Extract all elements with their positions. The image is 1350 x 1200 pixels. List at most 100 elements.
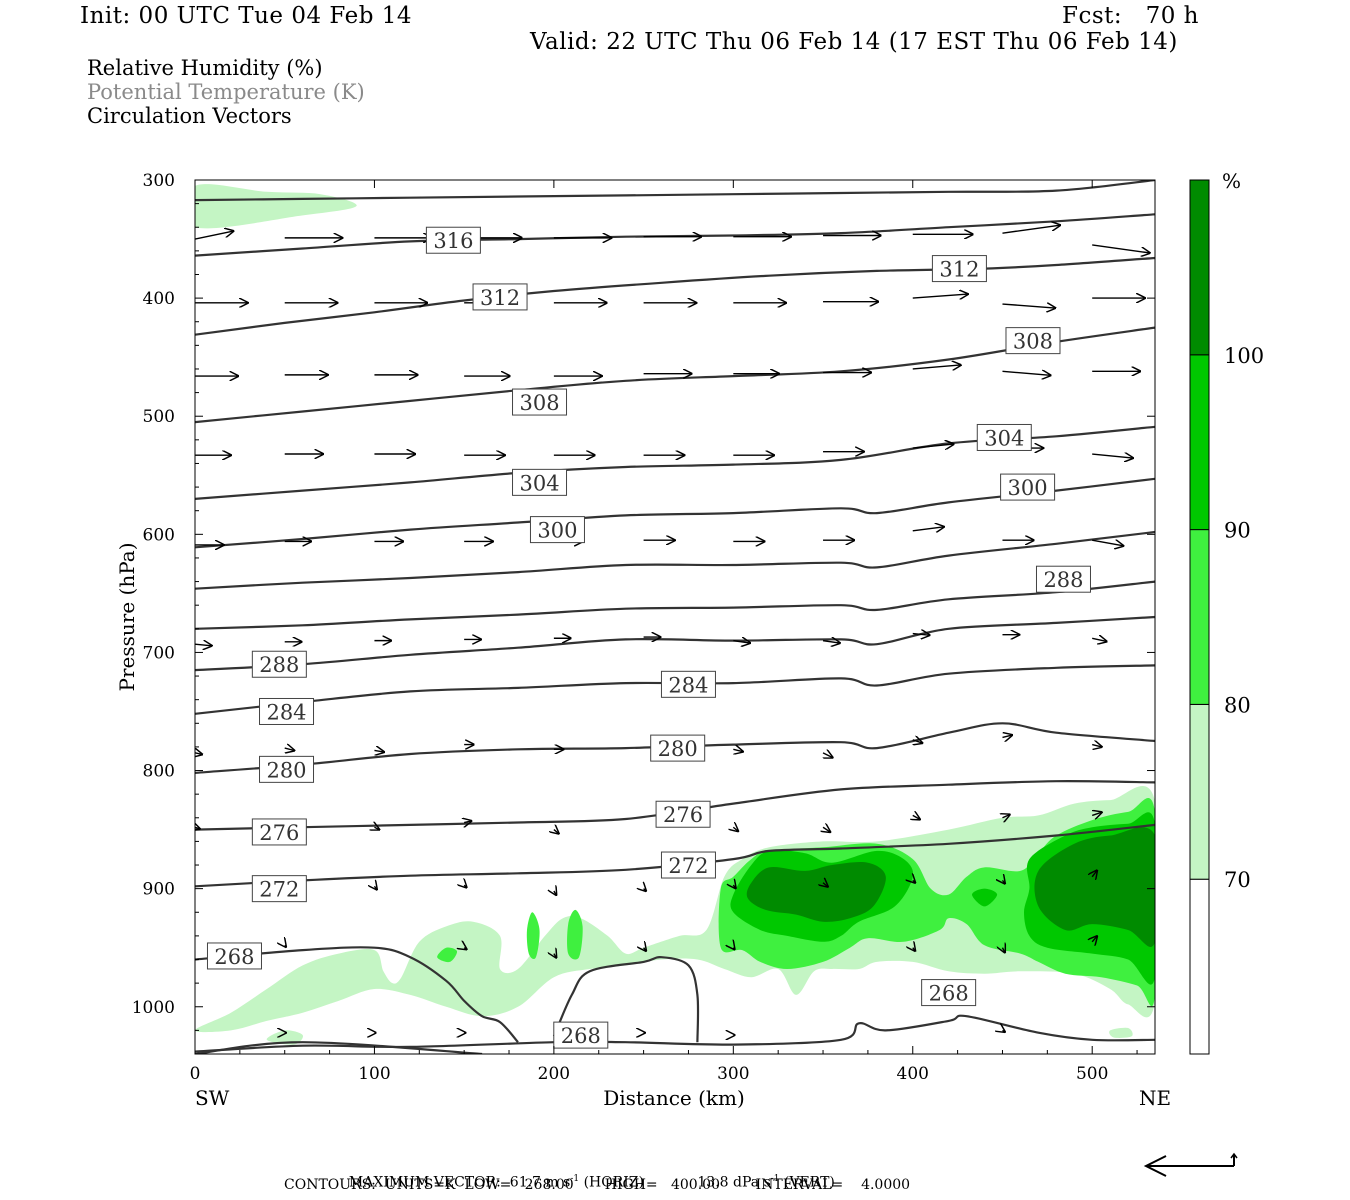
contour-label: 272: [251, 875, 307, 903]
rh-region-70: [1109, 1027, 1133, 1038]
theta-contour-272: [195, 823, 1155, 888]
circulation-vector: [1002, 815, 1009, 818]
rh-region-70: [195, 184, 357, 229]
contour-label: 276: [251, 818, 307, 846]
theta-contour-268: [195, 1014, 1155, 1053]
circulation-vector: [1092, 540, 1123, 546]
contour-label-text: 316: [433, 229, 473, 253]
colorbar-label: 90: [1224, 519, 1251, 543]
theta-contour-292: [195, 580, 1155, 630]
theta-contour-280: [195, 722, 1155, 774]
y-tick-label: 900: [143, 880, 175, 900]
contour-label-text: 288: [1043, 568, 1083, 592]
contour-label: 288: [251, 650, 307, 678]
contour-label-text: 300: [1008, 476, 1048, 500]
theta-contour-316: [195, 213, 1155, 257]
circulation-vector: [1092, 638, 1106, 641]
contour-label-box: [1000, 473, 1056, 501]
x-tick-label: 400: [897, 1064, 929, 1084]
max-horizontal-suffix: (HORIZ): [579, 1174, 644, 1191]
contour-label-box: [553, 1021, 609, 1049]
reference-vector-icon: [1143, 1152, 1238, 1177]
y-tick-label: 700: [143, 643, 175, 663]
circulation-vector: [464, 821, 471, 823]
contour-label-text: 268: [929, 982, 969, 1006]
colorbar-segment: [1189, 878, 1210, 1055]
rh-region-80: [526, 912, 540, 960]
circulation-vector: [823, 883, 828, 887]
rh-region-90: [972, 888, 998, 907]
circulation-vector: [285, 945, 286, 947]
contour-label-box: [660, 851, 716, 879]
x-tick-label: 500: [1076, 1064, 1108, 1084]
colorbar-label: 70: [1224, 868, 1251, 892]
valid-time: Valid: 22 UTC Thu 06 Feb 14 (17 EST Thu …: [530, 29, 1178, 55]
x-tick-label: 300: [717, 1064, 749, 1084]
theta-contour-296: [195, 530, 1155, 590]
contour-label-text: 268: [214, 945, 254, 969]
contour-label: 268: [553, 1021, 609, 1049]
circulation-vector: [913, 948, 915, 951]
circulation-vector: [1002, 1030, 1004, 1032]
contour-label: 308: [1005, 327, 1061, 355]
contour-label: 300: [1000, 473, 1056, 501]
contour-label: 276: [655, 800, 711, 828]
colorbar-label: 100: [1224, 344, 1264, 368]
contour-label-text: 272: [259, 878, 299, 902]
theta-contour-312: [195, 256, 1155, 336]
max-horizontal-value: 61.7 m s: [509, 1174, 571, 1191]
contour-label: 280: [650, 734, 706, 762]
colorbar-segment: [1189, 703, 1210, 880]
contour-label-box: [931, 255, 987, 283]
circulation-vector: [195, 753, 202, 755]
contour-label-box: [660, 670, 716, 698]
circulation-vector: [374, 886, 376, 889]
contour-label-box: [206, 942, 262, 970]
circulation-vector: [1002, 225, 1060, 234]
contour-label-box: [529, 516, 585, 544]
circulation-vector: [1002, 304, 1055, 308]
contour-label-text: 284: [668, 673, 708, 697]
contour-label-text: 304: [519, 471, 559, 495]
x-tick-label: 0: [190, 1064, 201, 1084]
contour-label-box: [921, 979, 977, 1007]
contour-label-box: [512, 468, 568, 496]
contour-label-text: 308: [519, 391, 559, 415]
max-vector-line: MAXIMUM VECTOR: 61.7 m s-1 (HORIZ) 13.8 …: [340, 1158, 835, 1191]
circulation-vector: [1092, 454, 1133, 458]
circulation-vector: [733, 827, 738, 831]
contour-label-box: [251, 650, 307, 678]
contour-label: 284: [259, 697, 315, 725]
y-axis-title: Pressure (hPa): [115, 543, 139, 692]
theta-contour-268: [552, 956, 700, 1043]
contour-label-box: [1035, 565, 1091, 593]
y-tick-label: 300: [143, 171, 175, 191]
contour-label-box: [259, 755, 315, 783]
contour-label-box: [425, 226, 481, 254]
circulation-vector: [912, 294, 968, 298]
contour-label: 300: [529, 516, 585, 544]
contour-label: 280: [259, 755, 315, 783]
contour-label: 304: [512, 468, 568, 496]
colorbar-unit: %: [1222, 169, 1241, 193]
circulation-vector: [733, 641, 750, 643]
circulation-vector: [554, 954, 556, 958]
circulation-vector: [913, 880, 915, 882]
contour-label: 312: [931, 255, 987, 283]
circulation-vector: [1002, 880, 1004, 883]
theta-contour-268: [195, 1041, 483, 1054]
circulation-vector: [912, 634, 930, 636]
contour-label: 272: [660, 851, 716, 879]
circulation-vector: [1002, 948, 1004, 953]
circulation-vector: [1002, 371, 1050, 375]
circulation-vector: [822, 641, 840, 643]
circulation-vector: [912, 444, 954, 448]
x-left-direction: SW: [195, 1086, 230, 1110]
contour-label: 308: [512, 388, 568, 416]
circulation-vector: [374, 750, 384, 752]
circulation-vector: [554, 891, 556, 895]
y-tick-label: 400: [143, 289, 175, 309]
circulation-vector: [912, 365, 961, 369]
contour-label-text: 304: [984, 426, 1024, 450]
